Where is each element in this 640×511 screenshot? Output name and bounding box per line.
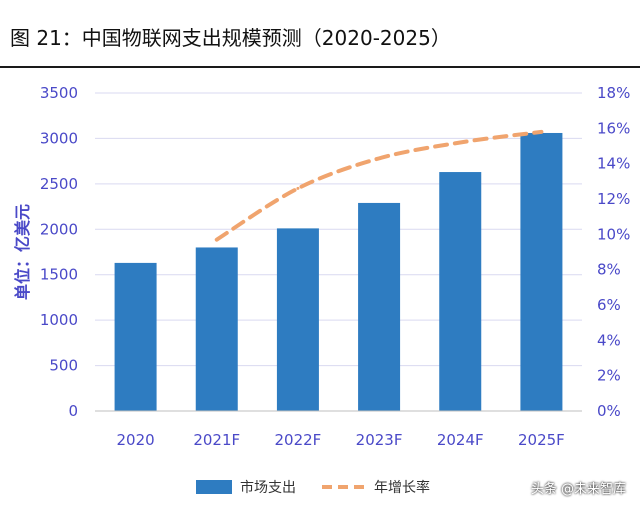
bar-2024F <box>439 172 482 411</box>
bar-2022F <box>276 228 319 411</box>
y2-tick-label: 10% <box>597 225 630 243</box>
y2-tick-label: 18% <box>597 84 630 102</box>
y2-tick-label: 14% <box>597 155 630 173</box>
x-tick-label: 2021F <box>193 431 240 449</box>
bars <box>114 132 563 411</box>
y2-tick-label: 16% <box>597 119 630 137</box>
growth-point-2021F <box>215 238 219 242</box>
bar-2023F <box>358 202 401 411</box>
y-axis-right: 0% 2% 4% 6% 8% 10% 12% 14% 16% 18% <box>597 84 630 420</box>
legend-bar-swatch <box>196 480 232 494</box>
legend-line-label: 年增长率 <box>374 479 430 496</box>
y-tick-label: 2000 <box>40 220 78 238</box>
y2-tick-label: 12% <box>597 190 630 208</box>
y2-tick-label: 4% <box>597 331 621 349</box>
growth-point-2025F <box>539 130 543 134</box>
x-tick-label: 2022F <box>275 431 322 449</box>
growth-point-2022F <box>296 186 300 190</box>
y2-tick-label: 6% <box>597 296 621 314</box>
y2-tick-label: 0% <box>597 402 621 420</box>
figure-title: 图 21：中国物联网支出规模预测（2020-2025） <box>10 26 451 50</box>
y-tick-label: 0 <box>68 402 78 420</box>
y-tick-label: 1000 <box>40 311 78 329</box>
x-tick-label: 2020 <box>116 431 154 449</box>
y-tick-label: 500 <box>49 357 78 375</box>
watermark: 头条 @未来智库 <box>530 482 626 497</box>
y2-tick-label: 8% <box>597 261 621 279</box>
bar-2020 <box>114 262 157 411</box>
x-tick-label: 2025F <box>518 431 565 449</box>
legend-bar-label: 市场支出 <box>240 479 296 496</box>
y-tick-label: 3000 <box>40 129 78 147</box>
y-tick-label: 3500 <box>40 84 78 102</box>
x-axis: 2020 2021F 2022F 2023F 2024F 2025F <box>95 410 582 449</box>
growth-line <box>214 129 544 242</box>
bar-2021F <box>195 247 238 411</box>
x-tick-label: 2023F <box>356 431 403 449</box>
grid-lines <box>95 92 582 412</box>
growth-point-2023F <box>377 156 381 160</box>
y-axis-left: 0 500 1000 1500 2000 2500 3000 3500 <box>40 84 78 420</box>
y-axis-label: 单位：亿美元 <box>13 204 32 300</box>
y-tick-label: 1500 <box>40 266 78 284</box>
y-tick-label: 2500 <box>40 175 78 193</box>
growth-point-2024F <box>458 140 462 144</box>
title-divider <box>0 66 640 68</box>
legend: 市场支出 年增长率 <box>196 479 430 496</box>
bar-2025F <box>520 132 563 411</box>
y2-tick-label: 2% <box>597 367 621 385</box>
x-tick-label: 2024F <box>437 431 484 449</box>
